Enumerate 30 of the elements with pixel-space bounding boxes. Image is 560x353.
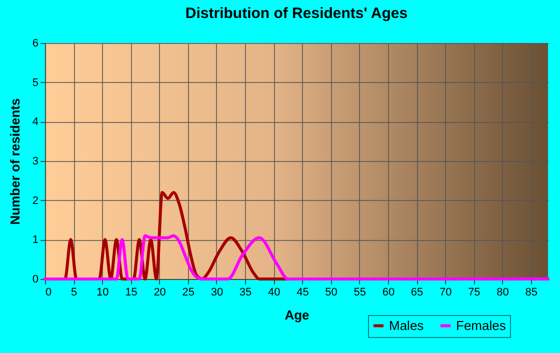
x-tick-label: 15 — [125, 286, 138, 298]
x-tick-label: 40 — [268, 286, 280, 298]
legend-label: Females — [456, 318, 506, 333]
x-tick-label: 60 — [382, 286, 395, 298]
y-tick-label: 5 — [32, 76, 38, 89]
x-tick-label: 85 — [525, 286, 538, 298]
y-tick-label: 0 — [32, 274, 38, 286]
legend-label: Males — [389, 318, 424, 333]
x-tick-label: 45 — [296, 286, 309, 298]
x-tick-label: 0 — [46, 286, 52, 298]
x-tick-label: 75 — [468, 286, 480, 298]
y-axis-title: Number of residents — [7, 98, 22, 225]
x-tick-label: 55 — [354, 286, 366, 298]
x-tick-label: 50 — [325, 286, 338, 298]
x-tick-label: 70 — [439, 286, 452, 298]
y-tick-label: 1 — [32, 234, 38, 246]
chart-title: Distribution of Residents' Ages — [185, 5, 408, 22]
x-tick-label: 5 — [71, 286, 78, 298]
x-tick-label: 20 — [154, 286, 166, 298]
x-tick-label: 25 — [182, 286, 195, 298]
x-tick-label: 35 — [239, 286, 252, 298]
x-tick-label: 65 — [410, 286, 424, 298]
x-axis-title: Age — [284, 308, 310, 322]
y-tick-label: 4 — [32, 116, 38, 128]
x-tick-label: 30 — [210, 286, 224, 298]
y-tick-label: 3 — [32, 156, 38, 168]
x-tick-label: 10 — [96, 286, 109, 298]
y-tick-label: 2 — [32, 194, 38, 207]
y-tick-label: 6 — [32, 38, 38, 50]
x-tick-label: 80 — [496, 286, 509, 298]
